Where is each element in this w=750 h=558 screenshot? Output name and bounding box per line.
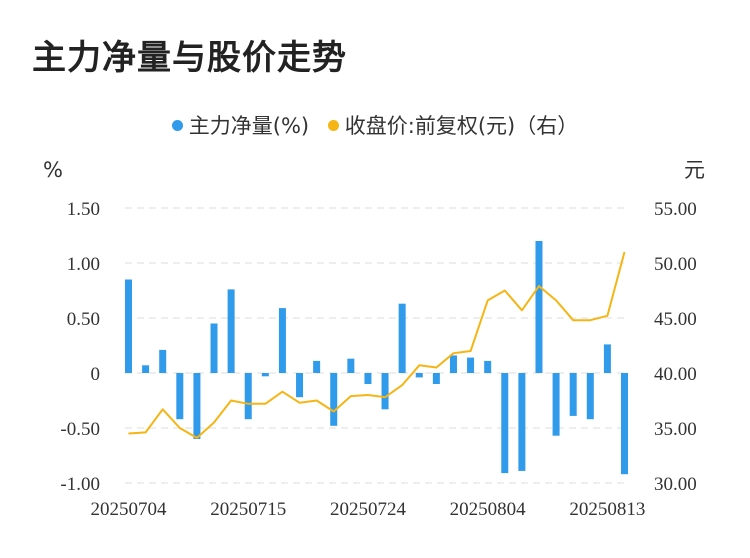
x-tick-label: 20250724 — [330, 499, 407, 520]
bar[interactable] — [501, 373, 509, 474]
x-tick-label: 20250715 — [210, 499, 286, 520]
right-tick-label: 50.00 — [654, 254, 697, 275]
x-axis: 20250704 20250715 20250724 20250804 20250813 — [91, 499, 646, 520]
left-axis: 1.50 1.00 0.50 0 -0.50 -1.00 — [60, 199, 100, 495]
right-tick-label: 35.00 — [654, 419, 697, 440]
bar[interactable] — [227, 289, 235, 373]
line-series — [128, 251, 626, 439]
bar[interactable] — [330, 373, 338, 426]
right-tick-label: 30.00 — [654, 474, 697, 495]
bar[interactable] — [296, 373, 304, 398]
bar[interactable] — [381, 373, 389, 410]
legend-item-line[interactable]: 收盘价:前复权(元)（右） — [327, 110, 579, 140]
bar-series — [125, 241, 628, 475]
x-tick-label: 20250704 — [91, 499, 168, 520]
bar[interactable] — [364, 373, 372, 384]
left-tick-label: 0 — [91, 364, 101, 385]
bar[interactable] — [467, 357, 475, 373]
bar[interactable] — [347, 358, 355, 373]
bar[interactable] — [210, 323, 218, 374]
legend-bar-marker — [171, 119, 183, 131]
bar[interactable] — [278, 308, 286, 373]
left-tick-label: -1.00 — [60, 474, 100, 495]
bar[interactable] — [244, 373, 252, 420]
bar[interactable] — [125, 279, 132, 374]
left-tick-label: 0.50 — [67, 309, 100, 330]
chart-title: 主力净量与股价走势 — [32, 38, 347, 78]
legend-line-marker — [327, 119, 339, 131]
right-tick-label: 45.00 — [654, 309, 697, 330]
legend-bar-label: 主力净量(%) — [188, 114, 310, 138]
bar[interactable] — [484, 360, 492, 373]
bar[interactable] — [142, 365, 150, 373]
left-axis-unit: % — [43, 158, 63, 182]
bar[interactable] — [535, 241, 543, 373]
bar[interactable] — [159, 349, 167, 373]
bar[interactable] — [176, 373, 184, 420]
left-tick-label: -0.50 — [60, 419, 100, 440]
bar[interactable] — [586, 373, 594, 420]
bar[interactable] — [603, 344, 611, 373]
right-tick-label: 40.00 — [654, 364, 697, 385]
legend-item-bar[interactable]: 主力净量(%) — [171, 110, 310, 140]
bar[interactable] — [193, 373, 201, 439]
bar[interactable] — [621, 373, 628, 475]
bar[interactable] — [552, 373, 560, 436]
x-tick-label: 20250804 — [450, 499, 527, 520]
grid-lines — [125, 207, 628, 484]
bar[interactable] — [569, 373, 577, 416]
bar[interactable] — [398, 303, 406, 373]
bar[interactable] — [518, 373, 526, 471]
left-tick-label: 1.50 — [67, 199, 100, 220]
left-tick-label: 1.00 — [67, 254, 100, 275]
bar[interactable] — [261, 373, 269, 377]
legend-line-label: 收盘价:前复权(元)（右） — [344, 114, 579, 138]
right-axis: 55.00 50.00 45.00 40.00 35.00 30.00 — [654, 199, 697, 495]
x-tick-label: 20250813 — [569, 499, 645, 520]
price-line[interactable] — [128, 251, 626, 439]
right-axis-unit: 元 — [684, 158, 705, 182]
legend: 主力净量(%) 收盘价:前复权(元)（右） — [0, 110, 750, 140]
bar[interactable] — [432, 373, 440, 384]
bar[interactable] — [415, 373, 423, 378]
bar[interactable] — [313, 360, 321, 373]
bar[interactable] — [449, 355, 457, 373]
right-tick-label: 55.00 — [654, 199, 697, 220]
